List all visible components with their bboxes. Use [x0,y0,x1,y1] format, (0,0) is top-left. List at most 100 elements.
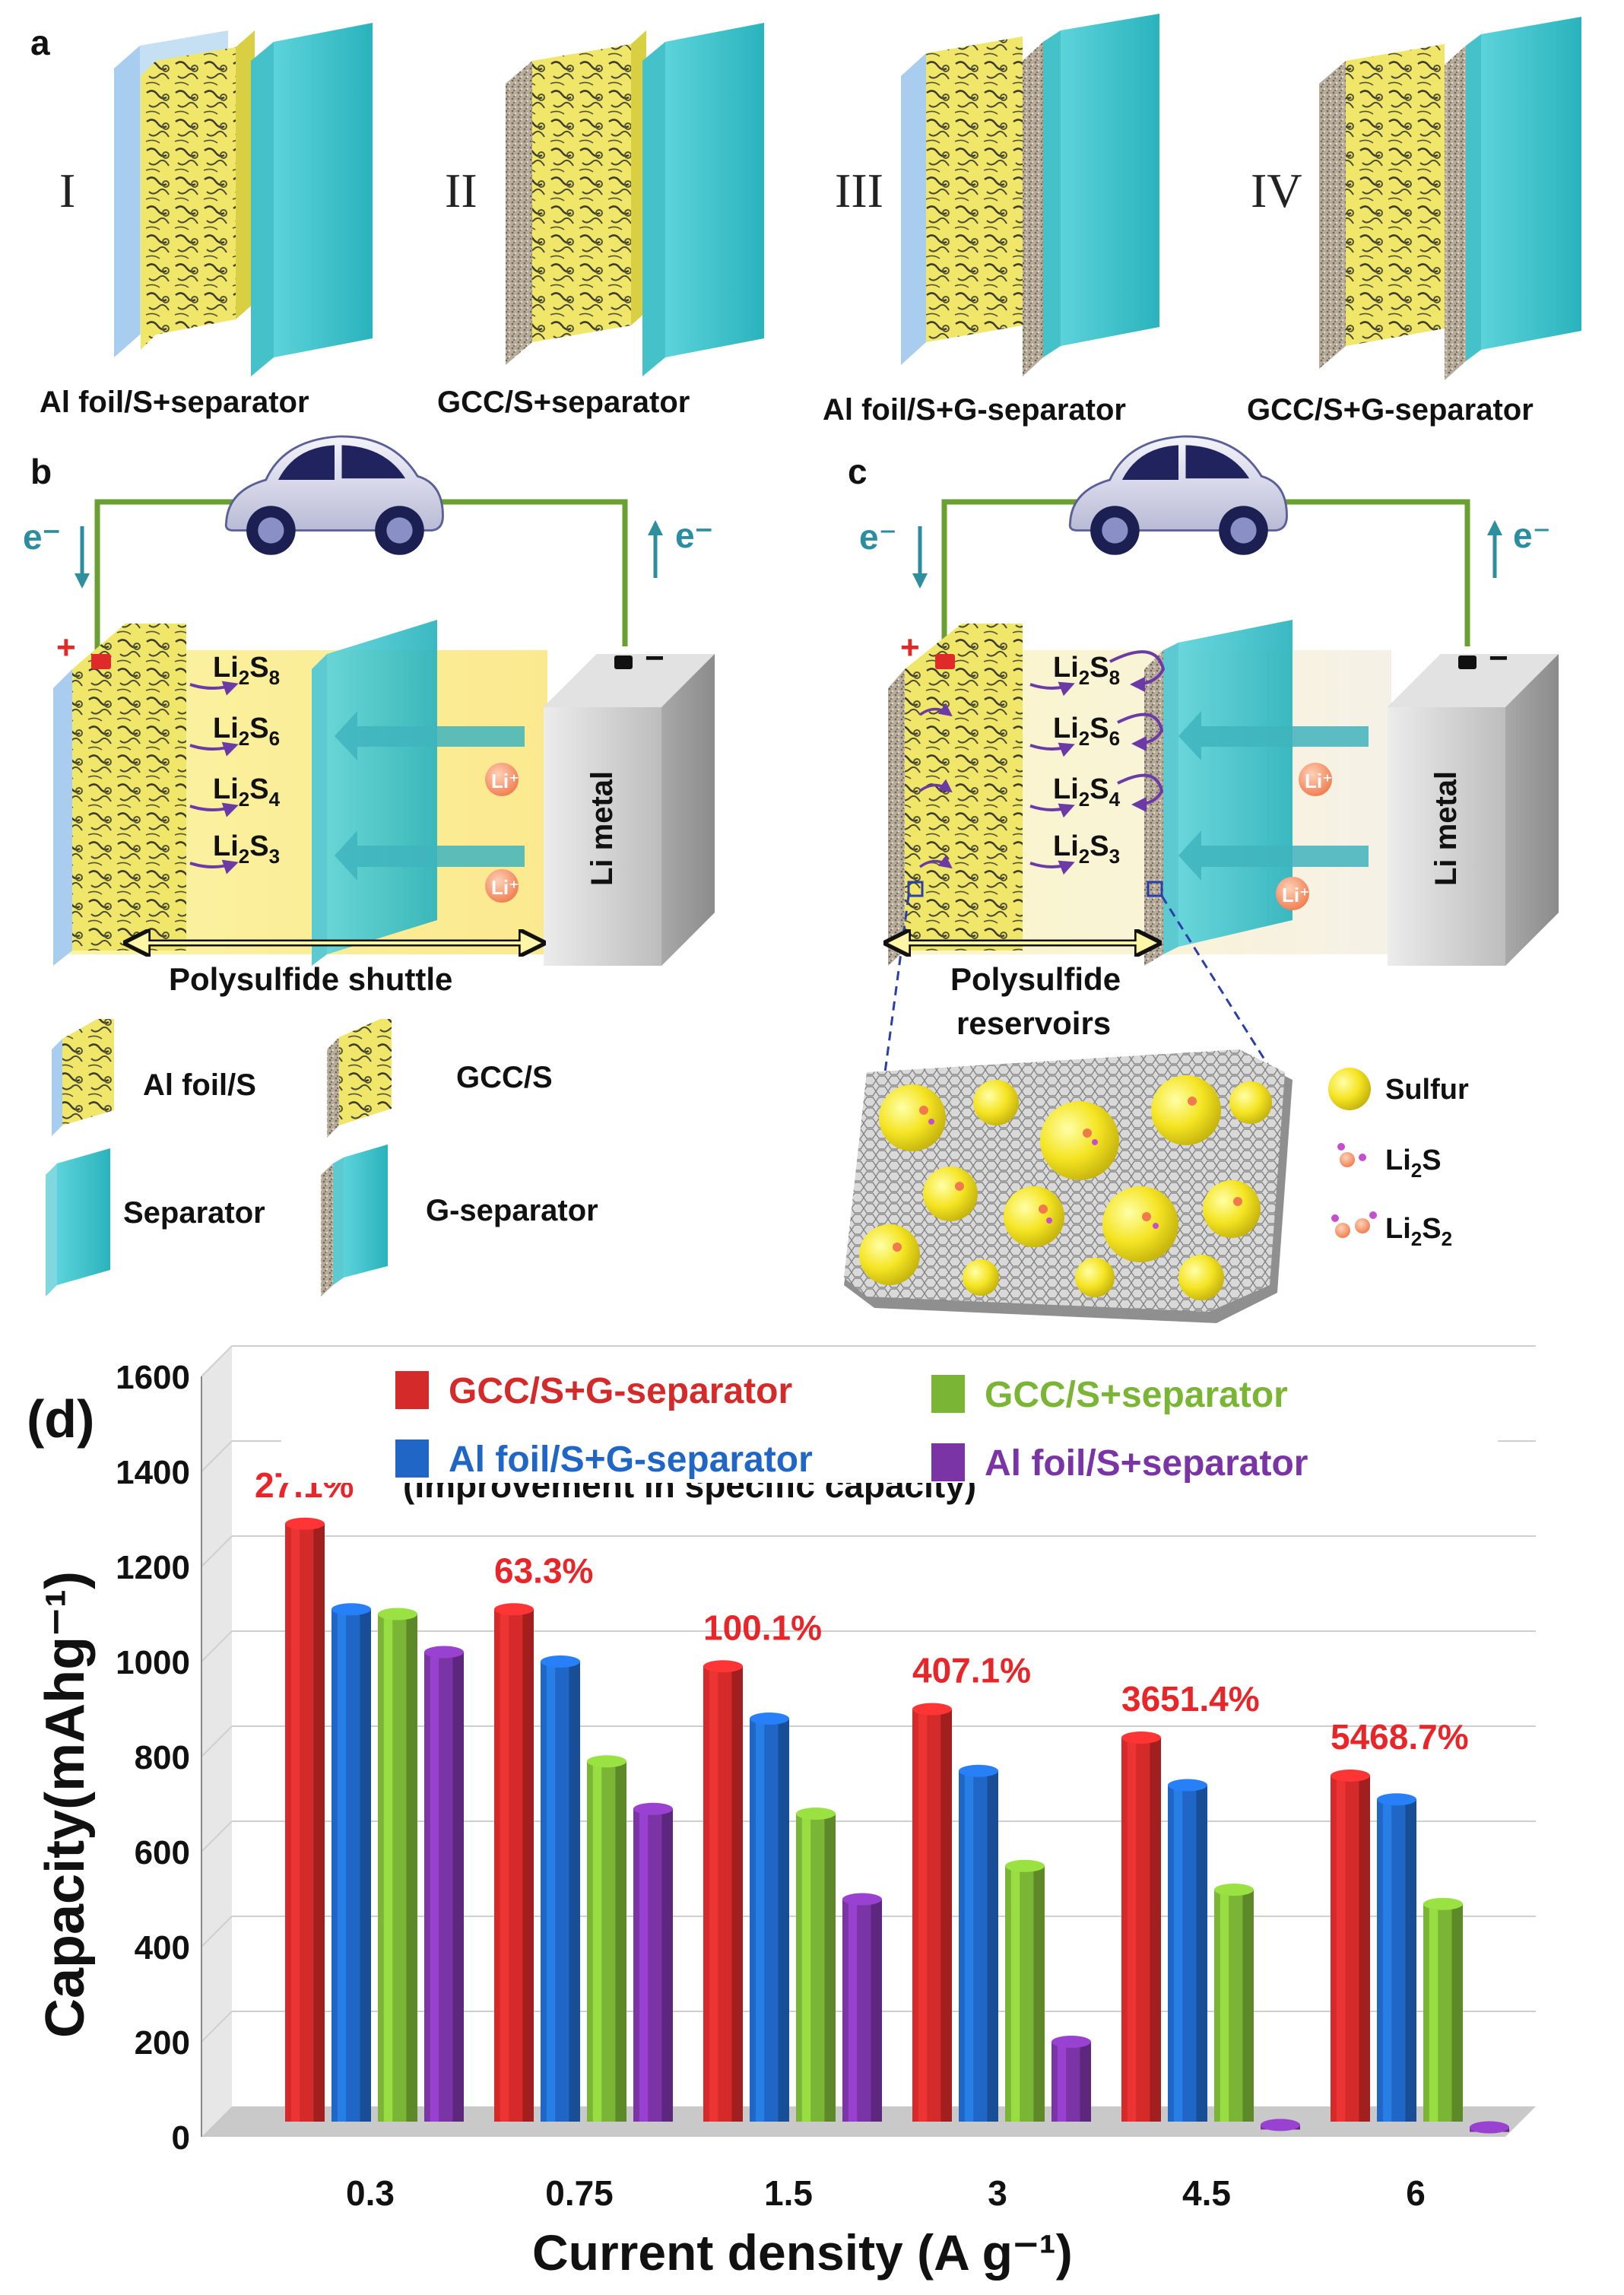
bar [703,1660,743,2122]
bar [1261,2119,1300,2132]
li-ion [1276,877,1309,910]
legend-g-separator: G-separator [321,1144,598,1297]
separator-layer [642,42,665,376]
li-ion-label: Li⁺ [1305,770,1333,792]
li-ion-label: Li⁺ [491,770,519,792]
legend-gcc-s: GCC/S [327,1019,553,1138]
bar [1005,1859,1045,2122]
electron-label-right: e⁻ [675,516,713,555]
legend-al-foil-s: Al foil/S [52,1019,256,1136]
panel-d-label: (d) [27,1389,94,1449]
separator-layer [1466,34,1481,361]
bar [1331,1770,1370,2122]
species-li2s3: Li2S3 [189,830,280,875]
gridline-side [201,1820,233,1852]
separator-layer [1043,30,1061,357]
bar [912,1703,952,2122]
positive-terminal [91,654,111,669]
minus-sign: − [645,640,665,677]
gridline-side [201,1916,233,1947]
legend-separator: Separator [46,1148,265,1297]
car-icon [224,435,444,557]
bar [796,1808,836,2122]
x-tick-label: 0.75 [545,2173,614,2213]
legend-li2s2: Li2S2 [1331,1211,1452,1250]
svg-text:Li2S6: Li2S6 [213,713,280,750]
li-ion [485,869,519,903]
separator-plate [1163,643,1178,954]
y-tick-label: 400 [135,1929,190,1966]
svg-text:Al foil/S+separator: Al foil/S+separator [985,1443,1308,1484]
svg-text:Li2S6: Li2S6 [1053,713,1120,750]
gcc-layer [506,61,532,365]
negative-terminal [614,655,633,669]
improvement-annotation: 3651.4% [1121,1679,1260,1719]
svg-text:Li2S8: Li2S8 [213,652,280,689]
svg-text:Li2S3: Li2S3 [1053,830,1120,868]
legend-b: Al foil/S GCC/S Separator G-separator [46,1019,598,1297]
g-separator-coating [1023,42,1043,376]
cell-numeral: I [59,163,75,217]
graphene-sheet-zoom [844,1049,1293,1323]
gridline-side [201,1535,233,1567]
polysulfide-shuttle-label: Polysulfide shuttle [169,961,452,997]
panel-a-label: a [30,23,50,62]
species-li2s8: Li2S8 [1029,650,1166,697]
y-tick-label: 0 [172,2119,190,2157]
bar [633,1802,673,2122]
plus-sign: + [56,629,76,666]
circuit-wire-left [94,499,251,650]
bar-chart: 0 200 400 600 800 1000 1200 1400 1600 0.3 0.75 1.5… [27,1345,1536,2281]
g-separator-coating [1144,650,1163,966]
bar [1423,1897,1463,2122]
bar [1168,1779,1207,2122]
chart-legend: GCC/S+G-separator GCC/S+separator Al foil/… [281,1369,1498,1484]
sulfur-cathode-layer [926,37,1023,342]
svg-text:Al foil/S+G-separator: Al foil/S+G-separator [449,1440,813,1480]
electron-label-left: e⁻ [859,517,897,557]
bar [842,1893,882,2122]
cell-iv: IV GCC/S+G-separator [1247,17,1581,427]
gridline-side [201,2011,233,2043]
x-tick-label: 0.3 [346,2173,395,2213]
bar [1214,1884,1254,2122]
cell-ii: II GCC/S+separator [437,23,764,419]
cell-caption: GCC/S+G-separator [1247,393,1534,427]
sulfur-cathode-layer [532,44,631,342]
circuit-wire-right [1254,499,1470,646]
cell-caption: Al foil/S+G-separator [823,393,1126,427]
x-axis-title: Current density (A g⁻¹) [532,2224,1073,2281]
al-foil-layer [901,53,926,365]
li-ion [1299,763,1332,796]
legend-entry: GCC/S+G-separator [395,1371,792,1411]
car-icon [1068,435,1288,557]
bar [1051,2036,1091,2122]
y-tick-label: 800 [135,1739,190,1776]
svg-text:GCC/S: GCC/S [456,1061,553,1094]
g-separator-coating [1445,46,1466,380]
cell-numeral: IV [1251,163,1302,217]
li-ion [485,763,519,796]
x-tick-label: 4.5 [1182,2173,1231,2213]
li-ion-flow-arrow [335,711,525,760]
improvement-annotation: 5468.7% [1331,1717,1469,1757]
panel-c: c e⁻ e⁻ Li metal − + Li⁺ Li⁺ Li2S8 [844,435,1559,1323]
cell-numeral: II [445,163,477,217]
gridline-side [201,1440,233,1472]
species-li2s6: Li2S6 [1029,713,1164,757]
bar [587,1755,626,2122]
sulfur-cathode-layer [1346,44,1445,346]
cell-iii: III Al foil/S+G-separator [823,14,1159,427]
panel-a: a I Al foil/S+separator II GCC/S+separat… [30,14,1581,427]
bar [1470,2121,1509,2134]
x-ticks: 0.3 0.75 1.5 3 4.5 6 [346,2173,1426,2213]
al-foil-layer [53,669,72,966]
bar [959,1764,998,2122]
separator-layer [251,42,274,376]
reservoir-label-1: Polysulfide [950,961,1121,997]
li-ion-flow-arrow [335,830,525,881]
gridline-side [201,1725,233,1757]
species-li2s4: Li2S4 [1029,773,1164,818]
bar [285,1517,325,2122]
